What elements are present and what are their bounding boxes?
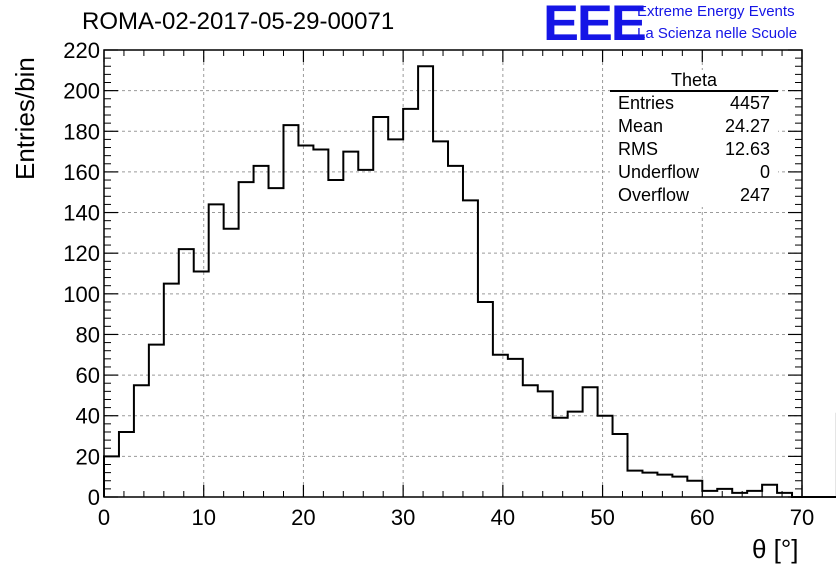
histogram-bar xyxy=(463,200,478,497)
histogram-bar xyxy=(164,284,179,497)
histogram-bar xyxy=(628,471,643,497)
histogram-bar xyxy=(313,150,328,497)
plot-frame xyxy=(103,49,803,498)
stat-value: 24.27 xyxy=(724,116,770,136)
x-axis-label: θ [°] xyxy=(752,534,799,564)
x-tick-label: 40 xyxy=(491,505,515,530)
stat-value: 12.63 xyxy=(724,139,770,159)
histogram-bar xyxy=(373,117,388,497)
x-tick-label: 50 xyxy=(590,505,614,530)
histogram-bar xyxy=(388,139,403,497)
stat-label: Overflow xyxy=(618,185,690,205)
histogram-bar xyxy=(104,456,119,497)
histogram-bar xyxy=(403,109,418,497)
histogram-bar xyxy=(343,152,358,497)
stat-value: 0 xyxy=(759,162,770,182)
y-tick-label: 40 xyxy=(76,404,100,429)
histogram-bar xyxy=(613,434,628,497)
y-tick-label: 20 xyxy=(76,444,100,469)
histogram-bar xyxy=(642,473,657,497)
y-tick-label: 120 xyxy=(63,241,100,266)
histogram-bar xyxy=(149,345,164,497)
stat-row: Mean 24.27 xyxy=(610,115,778,138)
stat-row: Entries 4457 xyxy=(610,92,778,115)
histogram-bar xyxy=(119,432,134,497)
histogram-bar xyxy=(209,204,224,497)
histogram-bar xyxy=(194,271,209,497)
logo-subtitle-line2: La Scienza nelle Scuole xyxy=(637,25,798,42)
x-tick-label: 30 xyxy=(391,505,415,530)
y-tick-label: 160 xyxy=(63,160,100,185)
histogram-bar xyxy=(762,485,777,497)
stat-label: Mean xyxy=(618,116,664,136)
y-tick-label: 140 xyxy=(63,201,100,226)
histogram-bar xyxy=(283,125,298,497)
stat-row: Overflow 247 xyxy=(610,184,778,207)
stats-title: Theta xyxy=(610,70,778,92)
histogram-bar xyxy=(672,477,687,497)
histogram-bar xyxy=(478,302,493,497)
x-tick-label: 0 xyxy=(98,505,110,530)
histogram-bar xyxy=(553,418,568,497)
histogram-bar xyxy=(493,355,508,497)
histogram-bar xyxy=(448,166,463,497)
histogram-bar xyxy=(179,249,194,497)
stat-label: Underflow xyxy=(618,162,700,182)
logo-subtitle-line1: Extreme Energy Events xyxy=(637,3,795,20)
y-tick-label: 180 xyxy=(63,119,100,144)
histogram-bar xyxy=(269,188,284,497)
x-tick-label: 70 xyxy=(790,505,814,530)
stat-row: RMS 12.63 xyxy=(610,138,778,161)
y-tick-label: 60 xyxy=(76,363,100,388)
stat-value: 247 xyxy=(739,185,770,205)
stats-box: Theta Entries 4457 Mean 24.27 RMS 12.63 Underf… xyxy=(610,70,778,207)
histogram-bar xyxy=(254,166,269,497)
eee-logo: EEE xyxy=(543,0,647,51)
histogram-bar xyxy=(433,141,448,497)
stat-row: Underflow 0 xyxy=(610,161,778,184)
histogram-bar xyxy=(657,475,672,497)
histogram-bar xyxy=(523,385,538,497)
histogram-bar xyxy=(358,170,373,497)
histogram-bar xyxy=(134,385,149,497)
x-tick-label: 60 xyxy=(690,505,714,530)
stat-value: 4457 xyxy=(729,93,770,113)
stat-label: Entries xyxy=(618,93,675,113)
histogram-bar xyxy=(583,387,598,497)
histogram-bar xyxy=(568,412,583,497)
histogram-bar xyxy=(538,391,553,497)
y-tick-label: 220 xyxy=(63,38,100,63)
histogram-bar xyxy=(687,481,702,497)
histogram-bar xyxy=(508,359,523,497)
histogram-bar xyxy=(328,180,343,497)
stat-label: RMS xyxy=(618,139,658,159)
x-tick-label: 10 xyxy=(191,505,215,530)
y-tick-label: 100 xyxy=(63,282,100,307)
y-axis-label: Entries/bin xyxy=(10,57,40,180)
histogram-bar xyxy=(298,145,313,497)
histogram-bar xyxy=(239,182,254,497)
histogram-outline xyxy=(103,65,836,498)
y-tick-label: 200 xyxy=(63,79,100,104)
y-tick-label: 80 xyxy=(76,322,100,347)
chart-title: ROMA-02-2017-05-29-00071 xyxy=(82,8,395,35)
x-tick-label: 20 xyxy=(291,505,315,530)
histogram-bar xyxy=(717,489,732,497)
y-tick-label: 0 xyxy=(88,485,100,510)
